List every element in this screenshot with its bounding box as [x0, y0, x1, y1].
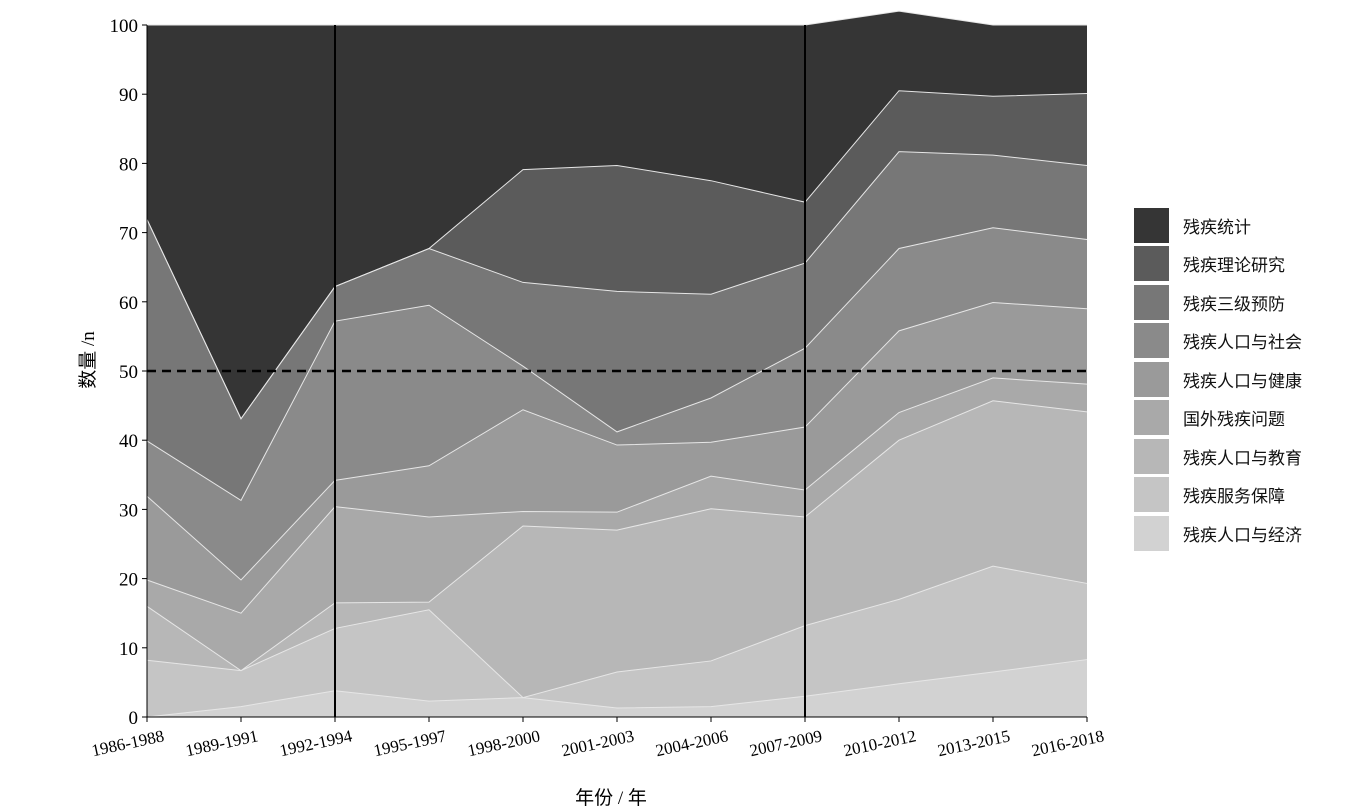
area-boundary	[147, 10, 1087, 26]
legend-label: 残疾人口与教育	[1183, 448, 1302, 469]
legend-swatch	[1134, 515, 1169, 551]
y-tick-label: 40	[119, 431, 138, 452]
y-tick-label: 60	[119, 293, 138, 314]
legend-item: 残疾三级预防	[1134, 283, 1302, 322]
legend-item: 国外残疾问题	[1134, 399, 1302, 438]
x-tick-label: 1998-2000	[466, 726, 542, 760]
area-boundary	[146, 90, 1088, 420]
x-axis-label: 年份 / 年	[575, 787, 647, 809]
area-boundary	[146, 400, 1088, 672]
y-tick-label: 10	[119, 639, 138, 660]
legend-label: 残疾服务保障	[1183, 487, 1285, 508]
area-5	[147, 302, 1087, 614]
legend: 残疾统计残疾理论研究 残疾三级预防 残疾人口与社会 残疾人口与健康 国外残疾问题 残疾人口…	[1134, 206, 1302, 553]
y-tick-label: 90	[119, 85, 138, 106]
legend-label: 残疾三级预防	[1183, 294, 1285, 315]
legend-swatch	[1134, 284, 1169, 320]
x-tick-label: 2007-2009	[748, 726, 824, 760]
x-tick-label: 2004-2006	[654, 726, 730, 760]
y-tick-label: 100	[110, 16, 139, 37]
area-boundary	[146, 565, 1088, 699]
legend-item: 残疾人口与教育	[1134, 437, 1302, 476]
x-tick-label: 2016-2018	[1030, 726, 1106, 760]
area-8	[147, 90, 1087, 419]
legend-item: 残疾理论研究	[1134, 245, 1302, 284]
area-boundary	[146, 227, 1088, 502]
legend-label: 残疾理论研究	[1183, 256, 1285, 277]
y-tick-label: 0	[129, 708, 139, 729]
area-2	[147, 566, 1087, 717]
y-tick-label: 70	[119, 224, 138, 245]
area-3	[147, 400, 1087, 698]
legend-item: 残疾人口与健康	[1134, 360, 1302, 399]
legend-label: 残疾统计	[1183, 217, 1251, 238]
x-tick-label: 2010-2012	[842, 726, 918, 760]
legend-swatch	[1134, 477, 1169, 513]
y-tick-label: 50	[119, 362, 138, 383]
area-9	[147, 11, 1087, 419]
area-4	[147, 377, 1087, 671]
legend-swatch	[1134, 207, 1169, 243]
x-tick-label: 1992-1994	[278, 726, 354, 760]
y-tick-label: 80	[119, 154, 138, 175]
legend-swatch	[1134, 361, 1169, 397]
legend-label: 国外残疾问题	[1183, 410, 1285, 431]
x-tick-label: 1986-1988	[90, 726, 166, 760]
legend-item: 残疾人口与经济	[1134, 514, 1302, 553]
area-7	[147, 151, 1087, 501]
legend-item: 残疾统计	[1134, 206, 1302, 245]
legend-item: 残疾服务保障	[1134, 476, 1302, 515]
x-tick-label: 1989-1991	[184, 726, 260, 760]
area-boundary	[146, 377, 1088, 614]
area-series-group	[147, 11, 1087, 717]
period-markers	[147, 25, 1087, 717]
series-boundary-lines	[146, 10, 1088, 718]
legend-swatch	[1134, 438, 1169, 474]
y-axis-label: 数量 /n	[77, 331, 99, 389]
y-tick-label: 30	[119, 500, 138, 521]
legend-label: 残疾人口与经济	[1183, 525, 1302, 546]
x-tick-label: 1995-1997	[372, 726, 448, 760]
x-tick-label: 2001-2003	[560, 726, 636, 760]
y-tick-label: 20	[119, 570, 138, 591]
legend-swatch	[1134, 323, 1169, 359]
legend-item: 残疾人口与社会	[1134, 322, 1302, 361]
area-1	[147, 659, 1087, 717]
legend-swatch	[1134, 400, 1169, 436]
area-boundary	[146, 659, 1088, 718]
x-tick-label: 2013-2015	[936, 726, 1012, 760]
legend-swatch	[1134, 246, 1169, 282]
area-boundary	[146, 301, 1088, 581]
area-6	[147, 227, 1087, 580]
legend-label: 残疾人口与社会	[1183, 333, 1302, 354]
legend-label: 残疾人口与健康	[1183, 371, 1302, 392]
